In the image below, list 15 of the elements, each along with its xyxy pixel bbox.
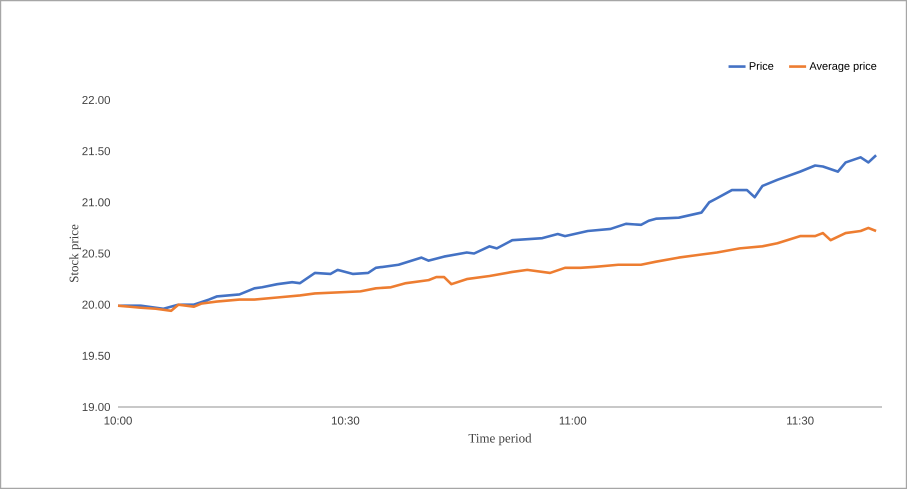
x-tick-label: 11:00	[560, 416, 586, 425]
x-tick-label: 11:30	[787, 416, 814, 425]
y-tick-label: 20.00	[82, 300, 110, 309]
y-tick-label: 19.00	[82, 402, 110, 412]
y-tick-label: 21.50	[82, 147, 110, 156]
y-tick-label: 20.50	[82, 249, 110, 258]
y-axis-title: Stock price	[69, 224, 81, 282]
x-tick-label: 10:00	[104, 416, 132, 425]
y-tick-label: 22.00	[82, 96, 110, 104]
x-axis-title: Time period	[468, 433, 532, 446]
legend-label: Price	[750, 62, 774, 70]
y-tick-label: 21.00	[82, 198, 110, 206]
y-tick-label: 19.50	[82, 352, 110, 360]
x-tick-label: 10:30	[332, 416, 360, 425]
legend-label: Average price	[809, 62, 876, 72]
